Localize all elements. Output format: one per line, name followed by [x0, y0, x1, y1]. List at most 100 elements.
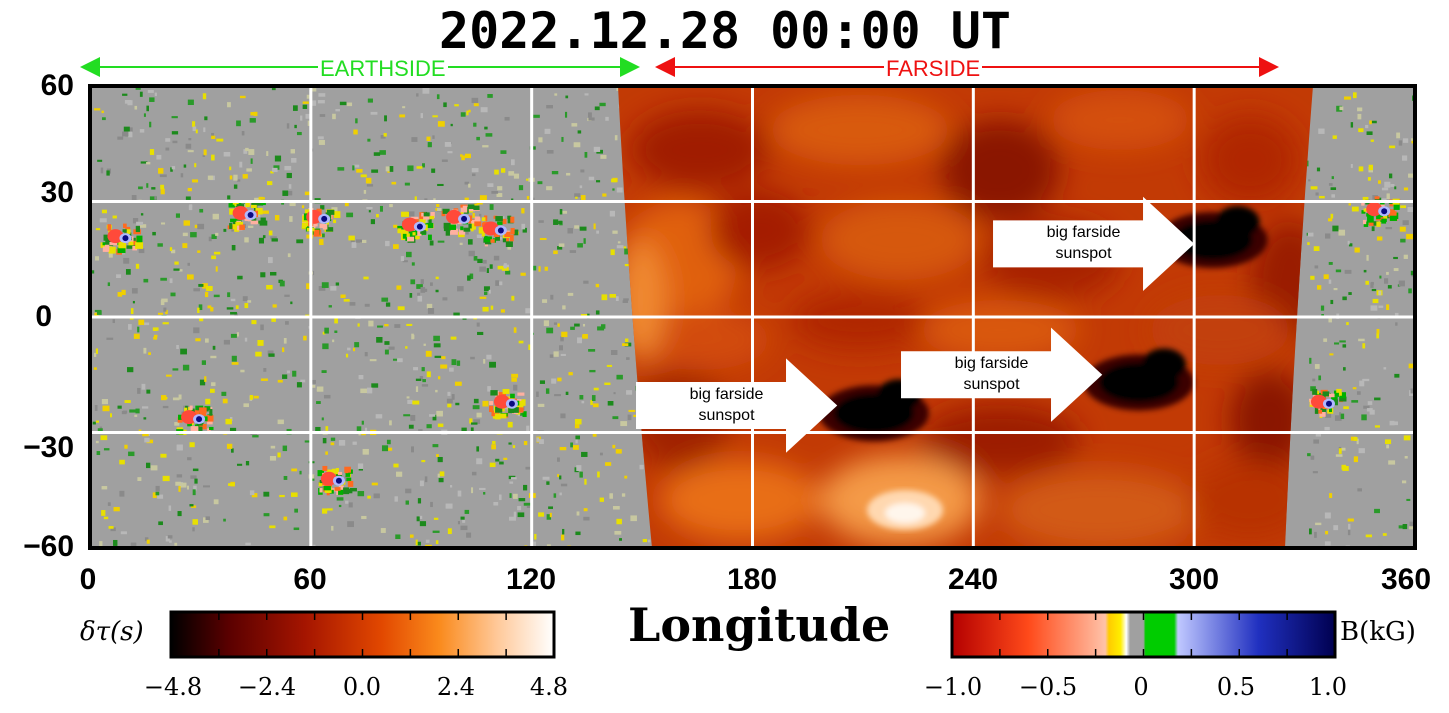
- magnetogram-pixel: [121, 411, 127, 415]
- magnetogram-pixel: [94, 312, 99, 319]
- magnetogram-pixel: [447, 391, 451, 396]
- magnetogram-pixel: [426, 424, 432, 429]
- magnetogram-pixel: [160, 188, 165, 195]
- magnetogram-pixel: [138, 319, 145, 325]
- magnetogram-pixel: [1314, 265, 1319, 269]
- magnetogram-pixel: [1356, 438, 1359, 445]
- magnetogram-pixel: [233, 174, 238, 181]
- magnetogram-pixel: [450, 123, 453, 127]
- magnetogram-pixel: [306, 94, 312, 99]
- magnetogram-pixel: [560, 353, 566, 357]
- magnetogram-pixel: [282, 445, 288, 452]
- magnetogram-pixel: [357, 463, 364, 469]
- magnetogram-pixel: [444, 141, 452, 147]
- magnetogram-pixel: [102, 405, 110, 412]
- magnetogram-pixel: [284, 165, 292, 171]
- magnetogram-pixel: [253, 111, 258, 117]
- magnetogram-pixel: [483, 359, 486, 364]
- magnetogram-pixel: [385, 240, 390, 247]
- magnetogram-pixel: [207, 305, 212, 309]
- magnetogram-pixel: [492, 440, 496, 445]
- magnetogram-pixel: [1317, 285, 1322, 290]
- magnetogram-pixel: [576, 511, 580, 516]
- magnetogram-pixel: [277, 379, 283, 383]
- magnetogram-pixel: [1312, 378, 1316, 382]
- magnetogram-pixel: [183, 164, 187, 168]
- magnetogram-pixel: [316, 386, 324, 392]
- magnetogram-pixel: [176, 474, 183, 478]
- magnetogram-pixel: [143, 113, 146, 117]
- magnetogram-pixel: [616, 374, 623, 380]
- magnetogram-pixel: [498, 494, 502, 501]
- magnetogram-pixel: [559, 446, 567, 451]
- magnetogram-pixel: [367, 495, 371, 499]
- magnetogram-pixel: [116, 274, 121, 278]
- magnetogram-pixel: [187, 187, 192, 192]
- magnetogram-pixel: [1388, 460, 1396, 465]
- magnetogram-pixel: [244, 303, 249, 309]
- magnetogram-pixel: [559, 492, 562, 496]
- magnetogram-pixel: [1357, 107, 1363, 112]
- magnetogram-pixel: [564, 111, 568, 118]
- magnetogram-pixel: [1403, 254, 1408, 259]
- annotation-arrow: [901, 327, 1103, 422]
- magnetogram-pixel: [416, 284, 423, 289]
- magnetogram-pixel: [576, 465, 582, 472]
- magnetogram-pixel: [595, 283, 600, 288]
- magnetogram-pixel: [1339, 412, 1342, 416]
- magnetogram-pixel: [532, 541, 537, 547]
- magnetogram-pixel: [425, 539, 430, 543]
- magnetogram-pixel: [473, 398, 479, 404]
- magnetogram-pixel: [613, 392, 616, 395]
- magnetogram-pixel: [614, 135, 618, 141]
- magnetogram-pixel: [106, 337, 114, 340]
- magnetogram-pixel: [1332, 225, 1339, 232]
- magnetogram-pixel: [124, 444, 128, 449]
- magnetogram-pixel: [1318, 375, 1322, 381]
- magnetogram-pixel: [366, 184, 374, 187]
- magnetogram-pixel: [387, 170, 390, 173]
- magnetogram-pixel: [194, 224, 198, 229]
- annotation-line: sunspot: [698, 406, 755, 424]
- magnetogram-pixel: [153, 328, 157, 331]
- annotation-arrow: [993, 196, 1195, 291]
- magnetogram-pixel: [630, 515, 637, 522]
- magnetogram-pixel: [526, 425, 530, 432]
- magnetogram-pixel: [142, 432, 149, 437]
- colorbar-b-field-tick: −0.5: [1018, 673, 1078, 701]
- magnetogram-pixel: [352, 347, 356, 352]
- magnetogram-pixel: [1313, 246, 1320, 252]
- magnetogram-pixel: [346, 102, 353, 107]
- magnetogram-pixel: [549, 512, 552, 518]
- magnetogram-pixel: [155, 491, 160, 496]
- magnetogram-pixel: [395, 534, 401, 540]
- magnetogram-pixel: [250, 112, 255, 116]
- magnetogram-pixel: [557, 323, 560, 327]
- magnetogram-pixel: [561, 136, 564, 142]
- magnetogram-pixel: [457, 490, 462, 497]
- magnetogram-pixel: [471, 173, 476, 177]
- magnetogram-pixel: [411, 137, 418, 142]
- magnetogram-pixel: [356, 169, 363, 173]
- magnetogram-pixel: [593, 387, 599, 391]
- magnetogram-pixel: [490, 305, 494, 310]
- magnetogram-pixel: [1314, 531, 1317, 538]
- magnetogram-pixel: [415, 539, 418, 546]
- magnetogram-pixel: [1372, 298, 1379, 304]
- magnetogram-pixel: [1400, 238, 1406, 243]
- magnetogram-pixel: [103, 448, 110, 451]
- magnetogram-pixel: [187, 99, 194, 106]
- magnetogram-pixel: [1328, 317, 1332, 323]
- magnetogram-pixel: [174, 422, 180, 426]
- magnetogram-pixel: [1366, 408, 1373, 412]
- magnetogram-pixel: [234, 312, 238, 317]
- magnetogram-pixel: [1342, 465, 1349, 471]
- magnetogram-pixel: [509, 481, 514, 484]
- magnetogram-pixel: [169, 247, 173, 251]
- magnetogram-pixel: [508, 442, 512, 445]
- magnetogram-pixel: [1324, 541, 1331, 546]
- magnetogram-pixel: [1381, 187, 1389, 191]
- magnetogram-pixel: [405, 500, 409, 505]
- magnetogram-pixel: [581, 400, 585, 404]
- colorbar-b-field-tick: 0: [1133, 673, 1149, 701]
